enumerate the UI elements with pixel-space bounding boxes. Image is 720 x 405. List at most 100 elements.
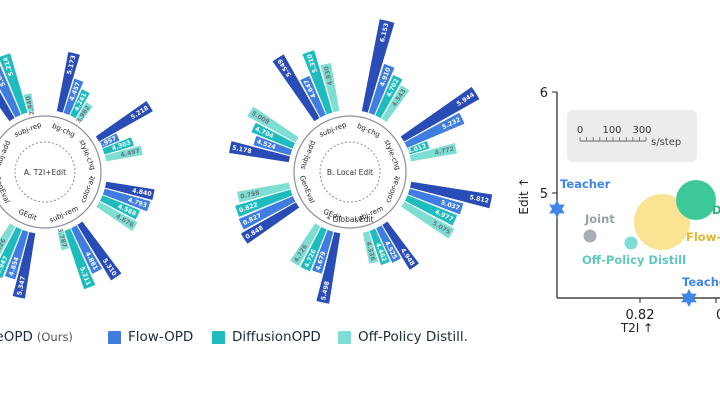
y-tick-label: 5	[540, 187, 548, 202]
value-label: 5.173	[66, 55, 77, 76]
radial-bar	[0, 226, 22, 279]
radial-bar	[382, 221, 419, 270]
teacher-star-icon	[549, 200, 565, 218]
center-ring	[14, 141, 76, 203]
bubble-off-policy	[624, 236, 638, 250]
value-label: 4.336	[364, 241, 376, 262]
radial-bar	[409, 142, 458, 162]
value-label: 4.830	[323, 65, 334, 86]
point-label: Teache	[682, 275, 720, 289]
x-tick-label: 0.82	[626, 308, 655, 323]
radial-bar	[302, 50, 333, 115]
radial-bar	[235, 189, 293, 217]
bubble-joint	[583, 229, 597, 243]
radial-bar	[247, 106, 299, 143]
center-ring	[319, 141, 381, 203]
radial-bar	[229, 141, 291, 163]
value-label: 2.940	[25, 95, 36, 116]
point-label: Off-Policy Distill	[582, 253, 686, 267]
legend: ceOPD(Ours) Flow-OPD DiffusionOPD Off-Polic…	[0, 326, 500, 348]
radial-bar	[361, 19, 395, 113]
radial-bar	[409, 181, 493, 209]
radial-bar	[404, 195, 458, 226]
radial-bar	[77, 221, 122, 281]
point-label: Joint	[584, 212, 615, 226]
value-label: 4.840	[131, 187, 152, 198]
category-label: subj-rem	[48, 204, 80, 224]
radial-bar	[381, 85, 410, 122]
point-label: Teacher	[560, 177, 611, 191]
radial-bar	[76, 102, 93, 122]
value-label: 4.772	[434, 146, 455, 157]
radial-bar	[64, 228, 96, 290]
radial-bar	[96, 201, 138, 232]
legend-label: Off-Policy Distill.	[358, 329, 468, 345]
radial-bar	[376, 225, 401, 263]
radial-bar	[312, 229, 334, 274]
radial-bar	[104, 181, 155, 200]
radial-bar	[320, 63, 340, 113]
value-label: 4.947	[0, 255, 10, 276]
category-label: color-alt	[384, 175, 402, 204]
point-label: D	[712, 203, 720, 217]
radial-bar	[375, 74, 403, 119]
radial-bar	[404, 112, 465, 148]
legend-item-ours: ceOPD(Ours)	[0, 326, 73, 348]
radial-bar	[407, 188, 464, 215]
radial-bar	[240, 202, 300, 244]
value-label: 5.498	[320, 281, 331, 302]
radial-bar	[70, 89, 90, 119]
radial-bar	[23, 93, 35, 113]
radial-bar	[401, 201, 455, 239]
footnote: * Global Edit	[327, 215, 374, 224]
radial-bar	[369, 228, 390, 266]
radial-bar	[56, 51, 80, 113]
radial-bar	[104, 145, 143, 162]
category-label: style-chg	[77, 139, 96, 172]
center-label: A. T2I+Edit	[24, 168, 66, 177]
radial-bar	[368, 63, 395, 115]
radial-bar	[272, 54, 320, 122]
category-label: GenEval	[0, 174, 11, 204]
legend-item-diffusion-opd: DiffusionOPD	[212, 326, 321, 348]
value-label: 3.787	[56, 228, 68, 249]
value-label: 5.347	[16, 276, 27, 297]
inner-ring	[0, 115, 102, 229]
center-label: B. Local Edit	[327, 168, 373, 177]
bubble-flow	[634, 194, 690, 250]
category-label: GEdit	[17, 208, 38, 223]
value-label: 6.153	[379, 22, 390, 43]
radial-bar	[362, 231, 379, 264]
size-legend-tick-label: 300	[632, 125, 651, 136]
radial-bar	[238, 196, 296, 230]
category-label: color-alt	[79, 175, 97, 204]
radial-bar	[289, 223, 321, 267]
size-legend-tick-label: 0	[577, 125, 583, 136]
x-axis-label: T2I ↑	[620, 321, 653, 335]
radial-bar	[0, 53, 28, 115]
radial-bar	[4, 229, 29, 280]
legend-label: Flow-OPD	[128, 329, 194, 345]
x-tick-label: 0	[716, 308, 720, 323]
radial-bar	[102, 137, 134, 155]
radial-bar	[63, 78, 84, 115]
legend-suffix: (Ours)	[36, 330, 73, 344]
value-label: 5.178	[231, 144, 252, 155]
teacher-star-icon	[681, 289, 697, 307]
size-legend-unit: s/step	[651, 137, 681, 148]
point-label: Flow-	[686, 230, 720, 244]
radial-bar	[57, 231, 70, 251]
size-legend-tick-label: 100	[602, 125, 621, 136]
bubble-diffusion	[676, 180, 716, 220]
radial-bar	[237, 182, 291, 203]
y-axis-label: Edit ↑	[517, 177, 531, 214]
category-label: subj-add	[0, 139, 12, 170]
legend-label: ceOPD	[0, 329, 33, 345]
radial-bar	[407, 140, 430, 155]
